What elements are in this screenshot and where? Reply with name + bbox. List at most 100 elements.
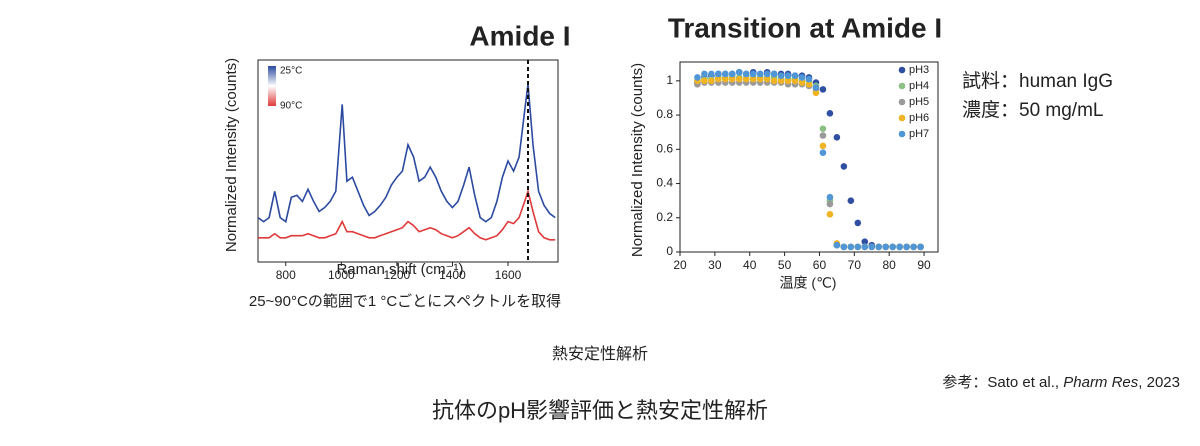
x-tick-label: 1000	[328, 268, 355, 282]
caption: 25~90°Cの範囲で1 °Cごとにスペクトルを取得	[249, 292, 561, 310]
data-point	[756, 75, 764, 83]
legend-marker	[898, 82, 906, 90]
legend-marker	[898, 98, 906, 106]
x-tick-label: 90	[917, 258, 931, 272]
x-tick-label: 70	[848, 258, 862, 272]
reference-text: 参考：Sato et al.,	[942, 374, 1063, 391]
data-point	[882, 243, 890, 251]
data-point	[847, 197, 855, 204]
data-point	[742, 70, 750, 78]
data-point	[826, 110, 834, 117]
sample-info: 濃度：50 mg/mL	[962, 99, 1103, 121]
data-point	[715, 75, 722, 83]
reference: 参考：Sato et al., Pharm Res, 2023	[942, 374, 1180, 391]
colorbar-label: 25°C	[280, 66, 302, 77]
data-point	[798, 74, 806, 81]
x-tick-label: 1200	[384, 268, 411, 282]
data-point	[868, 243, 876, 251]
data-point	[805, 75, 813, 83]
legend-label: pH6	[909, 112, 929, 124]
y-tick-label: 0	[666, 244, 673, 258]
legend-label: pH4	[909, 80, 929, 92]
colorbar-label: 90°C	[280, 101, 302, 112]
y-tick-label: 1	[666, 73, 673, 87]
data-point	[917, 243, 924, 251]
x-tick-label: 800	[276, 268, 296, 282]
section-label: 熱安定性解析	[552, 345, 648, 363]
data-point	[735, 75, 743, 83]
reference-text: , 2023	[1138, 374, 1180, 391]
data-point	[791, 72, 799, 79]
x-tick-label: 1400	[439, 268, 466, 282]
data-point	[708, 77, 715, 85]
colorbar	[268, 66, 276, 106]
footer-title: 抗体のpH影響評価と熱安定性解析	[432, 398, 768, 423]
y-axis-label: Normalized Intensity (counts)	[629, 63, 646, 257]
data-point	[777, 72, 785, 79]
data-point	[722, 70, 729, 78]
x-tick-label: 50	[778, 258, 792, 272]
x-tick-label: 20	[673, 258, 687, 272]
data-point	[812, 84, 820, 91]
data-point	[833, 134, 841, 141]
data-point	[826, 193, 834, 201]
data-point	[896, 243, 903, 251]
legend-marker	[898, 114, 906, 122]
data-point	[861, 238, 869, 246]
x-tick-label: 30	[708, 258, 722, 272]
data-point	[840, 243, 848, 251]
data-point	[854, 219, 862, 227]
data-point	[840, 163, 848, 170]
data-point	[722, 75, 729, 83]
data-point	[819, 142, 827, 150]
data-point	[749, 75, 757, 83]
legend-label: pH5	[909, 96, 929, 108]
data-point	[756, 70, 764, 78]
data-point	[763, 70, 771, 78]
data-point	[812, 89, 820, 97]
data-point	[770, 77, 778, 85]
data-point	[826, 211, 834, 218]
legend-marker	[898, 130, 906, 138]
data-point	[819, 125, 827, 133]
data-point	[784, 72, 792, 79]
legend-label: pH7	[909, 128, 929, 140]
data-point	[903, 243, 910, 251]
data-point	[777, 77, 785, 85]
left-title: Amide I	[469, 20, 570, 51]
data-point	[701, 77, 708, 85]
legend-label: pH3	[909, 64, 929, 76]
data-point	[861, 243, 869, 251]
data-point	[735, 68, 743, 76]
data-point	[694, 74, 701, 81]
reference-journal: Pharm Res	[1063, 374, 1139, 391]
x-axis-label: Raman shift (cm⁻¹)	[336, 261, 463, 278]
right-title: Transition at Amide I	[668, 12, 942, 43]
data-point	[854, 243, 862, 251]
data-point	[805, 80, 813, 88]
data-point	[889, 243, 896, 251]
y-axis-label: Normalized Intensity (counts)	[223, 58, 240, 252]
data-point	[708, 70, 715, 78]
data-point	[701, 70, 708, 78]
spectrum-line	[257, 84, 556, 223]
y-tick-label: 0.6	[656, 141, 673, 155]
data-point	[715, 70, 722, 78]
y-tick-label: 0.2	[656, 210, 673, 224]
data-point	[784, 77, 792, 85]
y-tick-label: 0.4	[656, 176, 673, 190]
data-point	[749, 70, 757, 78]
spectrum-line	[258, 188, 556, 241]
data-point	[763, 75, 771, 83]
plot-frame	[679, 61, 939, 253]
x-tick-label: 1600	[495, 268, 522, 282]
x-tick-label: 80	[883, 258, 897, 272]
plot-frame	[257, 59, 559, 263]
data-point	[742, 75, 750, 83]
legend-marker	[898, 66, 906, 74]
data-point	[826, 200, 834, 208]
data-point	[728, 75, 736, 83]
data-point	[798, 79, 806, 86]
sample-info: 試料：human IgG	[962, 70, 1113, 92]
